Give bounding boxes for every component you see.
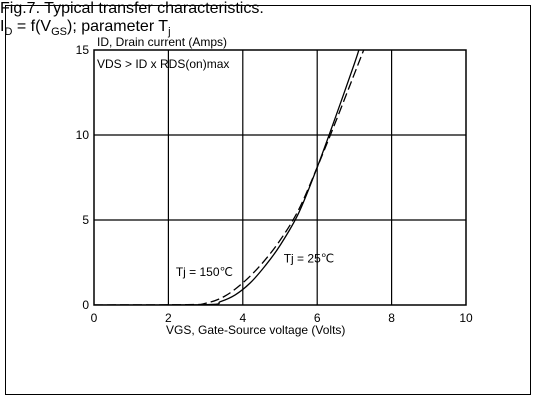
y-tick-label: 10 (76, 128, 90, 142)
series-annotation-label: Tj = 25℃ (284, 252, 335, 266)
x-tick-label: 2 (165, 311, 172, 325)
series-group (94, 50, 365, 305)
y-tick-label: 0 (82, 298, 89, 312)
caption-mid: = f(V (12, 18, 52, 35)
y-tick-label: 5 (82, 213, 89, 227)
series-annotation-label: Tj = 150℃ (176, 265, 233, 279)
figure-frame (5, 5, 531, 395)
caption-text-1: Fig.7. Typical transfer characteristics. (0, 0, 264, 17)
y-tick-label: 15 (76, 43, 90, 57)
x-tick-labels: 0 2 4 6 8 10 (91, 311, 473, 325)
grid-lines (94, 50, 466, 305)
caption-sub-gs: GS (51, 26, 67, 39)
x-tick-label: 0 (91, 311, 98, 325)
y-axis-title: ID, Drain current (Amps) (97, 35, 227, 49)
annotations: Tj = 150℃ Tj = 25℃ (176, 252, 334, 280)
condition-label: VDS > ID x RDS(on)max (97, 57, 229, 71)
plot-area (93, 49, 467, 306)
x-tick-label: 10 (459, 311, 473, 325)
caption-sub-d: D (4, 26, 13, 39)
figure-caption-line-2: ID = f(VGS); parameter Tj (0, 18, 540, 38)
y-tick-labels: 0 5 10 15 (76, 43, 90, 312)
series-line-tj25 (94, 50, 360, 305)
caption-suffix: ); parameter T (67, 18, 169, 35)
x-axis-title: VGS, Gate-Source voltage (Volts) (166, 323, 345, 337)
x-tick-label: 6 (314, 311, 321, 325)
x-tick-label: 4 (239, 311, 246, 325)
caption-sub-j: j (168, 26, 171, 39)
figure-caption-line-1: Fig.7. Typical transfer characteristics. (0, 0, 540, 18)
x-tick-label: 8 (388, 311, 395, 325)
caption-i: I (0, 18, 5, 35)
